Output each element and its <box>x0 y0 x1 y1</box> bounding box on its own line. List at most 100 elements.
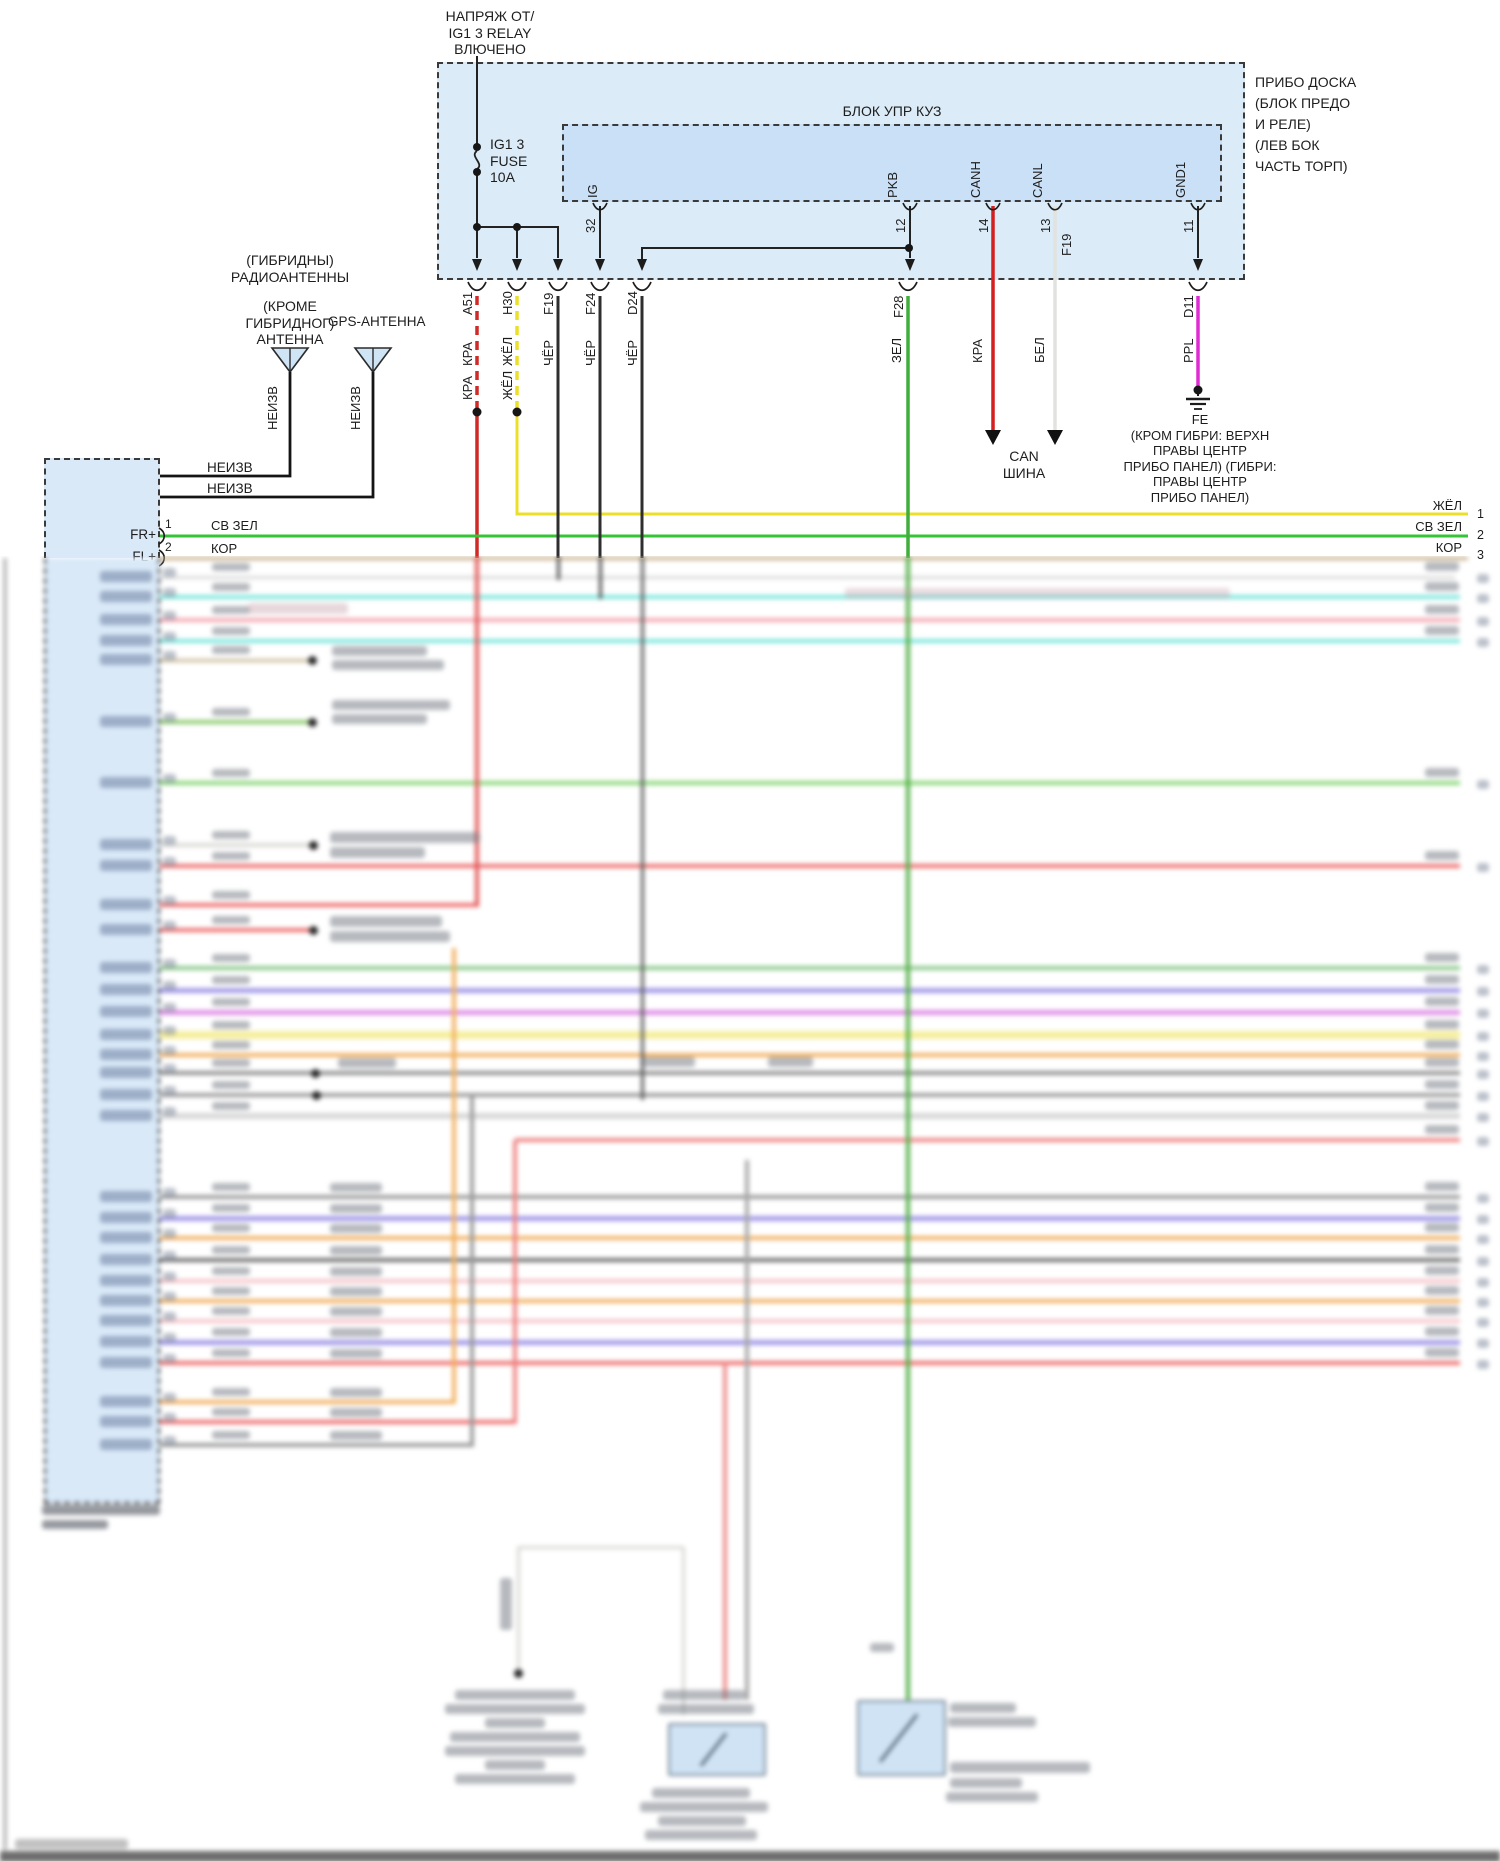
right-label-blob <box>1425 582 1459 591</box>
wire-label-blob <box>212 583 250 591</box>
wire-label-blob <box>212 1102 250 1110</box>
pin-label-blob <box>100 716 152 727</box>
power-source-note: НАПРЯЖ ОТ/ IG1 3 RELAY ВЛЮЧЕНО <box>445 8 535 58</box>
pin-num-blob <box>163 1209 176 1218</box>
switch-icon <box>878 1713 919 1763</box>
right-label-blob <box>1425 997 1459 1006</box>
right-num-blob <box>1477 1215 1489 1224</box>
label-blob <box>330 931 450 942</box>
blur-wire <box>160 1053 1460 1057</box>
blur-vwire <box>516 1547 520 1673</box>
right-num-blob <box>1477 1137 1489 1146</box>
right-wire-color-3: КОР <box>1435 540 1462 555</box>
pin-num-blob <box>163 1436 176 1445</box>
pin-label-blob <box>100 1110 152 1121</box>
pin-num-blob <box>163 959 176 968</box>
wire-d24-link <box>641 247 909 262</box>
splice-dot <box>312 1091 321 1100</box>
wire-label-blob <box>212 1328 250 1336</box>
right-num-blob <box>1477 1339 1489 1348</box>
gps-antenna-icon <box>160 347 393 499</box>
splice-dot <box>309 841 318 850</box>
pin-extra-f19: F19 <box>1059 233 1074 256</box>
label-blob <box>332 714 427 724</box>
blur-vwire <box>3 558 7 1850</box>
blur-wire <box>160 1299 1460 1303</box>
pin-num-blob <box>163 1312 176 1321</box>
blur-wire <box>160 966 1460 970</box>
bcm-title: БЛОК УПР КУЗ <box>842 103 942 119</box>
blur-wire <box>160 1236 1460 1240</box>
right-num-blob <box>1477 1194 1489 1203</box>
blur-wire <box>515 1138 1460 1142</box>
wire-color-cher2: ЧЁР <box>583 339 598 366</box>
pin-num-12: 12 <box>893 218 908 233</box>
right-label-blob <box>1425 1327 1459 1336</box>
pin-num-blob <box>163 857 176 866</box>
right-pin-1: 1 <box>1477 507 1484 521</box>
connector-label-f28: F28 <box>891 295 906 318</box>
right-label-blob <box>1425 626 1459 635</box>
right-num-blob <box>1477 965 1489 974</box>
dash-board-label: ПРИБО ДОСКА (БЛОК ПРЕДО И РЕЛЕ) (ЛЕВ БОК… <box>1255 74 1357 174</box>
label-blob <box>42 1520 108 1529</box>
wire-label-blob <box>330 1183 382 1192</box>
label-blob <box>500 1578 512 1630</box>
pin-num-blob <box>163 713 176 722</box>
right-num-blob <box>1477 1032 1489 1041</box>
pin-num-blob <box>163 1003 176 1012</box>
wire-label-blob <box>212 627 250 635</box>
bcm-pin-arcs <box>592 202 1206 211</box>
right-num-blob <box>1477 1278 1489 1287</box>
label-blob <box>950 1703 1016 1713</box>
blur-vwire <box>745 1160 749 1700</box>
pin-num-blob <box>163 1026 176 1035</box>
wire-label-blob <box>330 1204 382 1213</box>
wire-color-zhel-b: ЖЁЛ <box>500 370 515 400</box>
pin-num-blob <box>163 1333 176 1342</box>
blur-wire <box>160 1215 1460 1221</box>
pin-num-blob <box>163 1354 176 1363</box>
wire-label-blob <box>212 954 250 962</box>
pin-label-blob <box>100 924 152 935</box>
blur-vwire <box>452 948 456 1404</box>
pin-label-blob <box>100 1191 152 1202</box>
right-label-blob <box>1425 1020 1459 1029</box>
blur-wire <box>160 928 313 932</box>
pin-num-blob <box>163 1229 176 1238</box>
blur-wire <box>160 658 312 662</box>
label-blob <box>455 1690 575 1700</box>
wire-color-cher1: ЧЁР <box>541 339 556 366</box>
bcm-box <box>562 124 1222 202</box>
wire-label-blob <box>212 1388 250 1396</box>
blur-wire <box>160 987 1460 993</box>
pin-label-blob <box>100 1254 152 1265</box>
wire-label-blob <box>212 1081 250 1089</box>
can-arrow-icons <box>985 430 1063 445</box>
blur-vwire <box>513 1140 517 1424</box>
label-blob <box>950 1778 1022 1788</box>
pin-num-blob <box>163 611 176 620</box>
wire-label-blob <box>212 1183 250 1191</box>
fl-plus-label: FL+ <box>132 549 156 564</box>
right-label-blob <box>1425 851 1459 860</box>
wire-label-blob <box>212 708 250 716</box>
wire-label-blob <box>212 1204 250 1212</box>
pin-num-blob <box>163 1188 176 1197</box>
right-num-blob <box>1477 863 1489 872</box>
component-box <box>857 1700 946 1776</box>
right-num-blob <box>1477 1070 1489 1079</box>
wire-color-kra-can: КРА <box>970 338 985 363</box>
blur-vwire <box>681 1547 685 1715</box>
wire-label-blob <box>212 769 250 777</box>
pin-label-blob <box>100 1396 152 1407</box>
blur-wire <box>160 903 479 907</box>
right-label-blob <box>1425 953 1459 962</box>
radio-antenna-label: (ГИБРИДНЫ) РАДИОАНТЕННЫ <box>230 252 350 285</box>
blur-wire <box>518 1545 683 1549</box>
right-label-blob <box>1425 1266 1459 1275</box>
wire-label-blob <box>212 891 250 899</box>
right-num-blob <box>1477 638 1489 647</box>
blur-vwire <box>640 556 644 1100</box>
blur-wire <box>160 720 312 724</box>
